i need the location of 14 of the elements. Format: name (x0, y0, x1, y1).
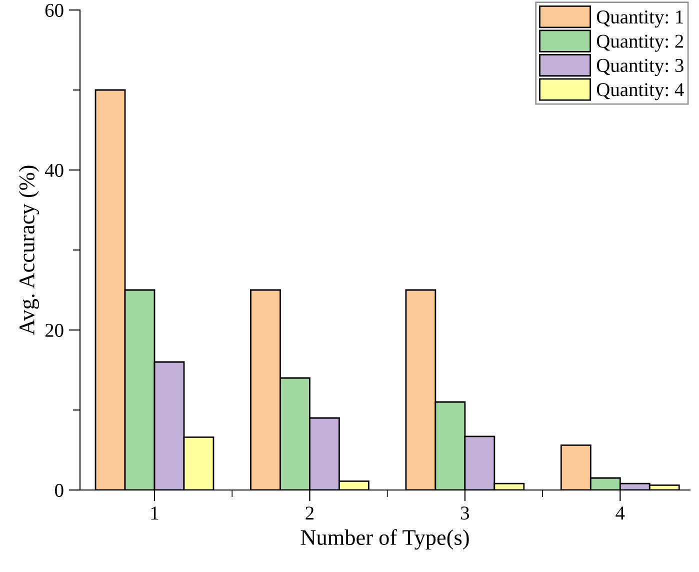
legend-label: Quantity: 3 (596, 58, 684, 76)
x-tick-label: 2 (306, 506, 314, 520)
legend-label: Quantity: 4 (596, 83, 684, 100)
legend-label: Quantity: 1 (596, 10, 683, 28)
y-tick-label: 40 (44, 164, 64, 177)
y-axis-title: Avg. Accuracy (%) (18, 166, 40, 336)
legend-label: Quantity: 2 (596, 34, 684, 52)
y-tick-label: 20 (45, 324, 64, 337)
x-tick-label: 3 (461, 506, 470, 520)
x-tick-label: 4 (616, 506, 625, 520)
x-tick-label: 1 (151, 506, 158, 520)
x-axis-title: Number of Type(s) (300, 529, 469, 550)
y-tick-label: 0 (55, 484, 64, 497)
y-tick-label: 60 (45, 4, 64, 17)
